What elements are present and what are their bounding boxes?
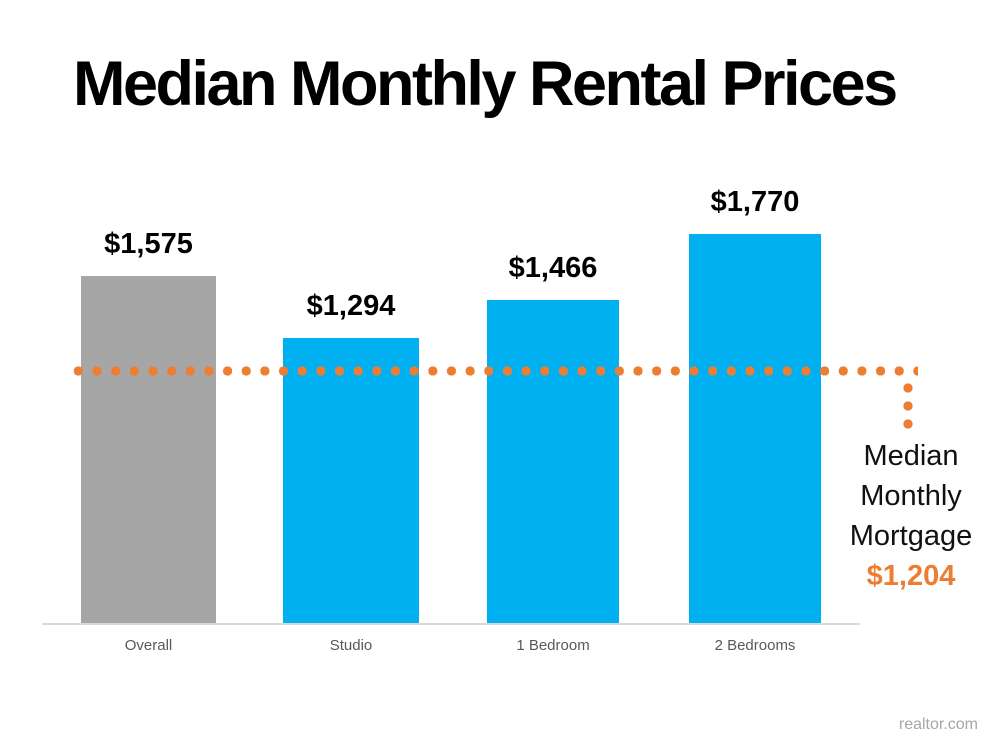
bar-column-overall: $1,575 Overall: [81, 228, 216, 654]
bar-value-label: $1,575: [104, 228, 193, 260]
mortgage-annotation: Median Monthly Mortgage $1,204: [836, 436, 986, 596]
source-attribution: realtor.com: [898, 716, 978, 733]
mortgage-reference-dotted-elbow: [903, 379, 913, 433]
annotation-line-3: Mortgage: [849, 520, 973, 552]
annotation-line-1: Median: [863, 440, 959, 472]
bar-column-2-bedrooms: $1,770 2 Bedrooms: [689, 186, 821, 654]
bar-column-1-bedroom: $1,466 1 Bedroom: [487, 252, 619, 654]
x-axis-line: [42, 623, 860, 625]
annotation-line-2: Monthly: [860, 480, 962, 512]
bar-value-label: $1,770: [710, 186, 800, 218]
x-axis-label: 2 Bedrooms: [714, 637, 796, 654]
bar: [689, 234, 821, 623]
x-axis-label: 1 Bedroom: [516, 637, 590, 654]
bar: [81, 276, 216, 623]
bar: [487, 300, 619, 623]
chart-title: Median Monthly Rental Prices: [73, 49, 898, 119]
x-axis-label: Overall: [124, 637, 173, 654]
mortgage-value-label: $1,204: [866, 560, 956, 592]
bar-value-label: $1,466: [508, 252, 598, 284]
mortgage-reference-dotted-line: [69, 366, 918, 376]
bar-column-studio: $1,294 Studio: [283, 290, 419, 654]
x-axis-label: Studio: [329, 637, 373, 654]
bar-value-label: $1,294: [306, 290, 396, 322]
bar: [283, 338, 419, 623]
